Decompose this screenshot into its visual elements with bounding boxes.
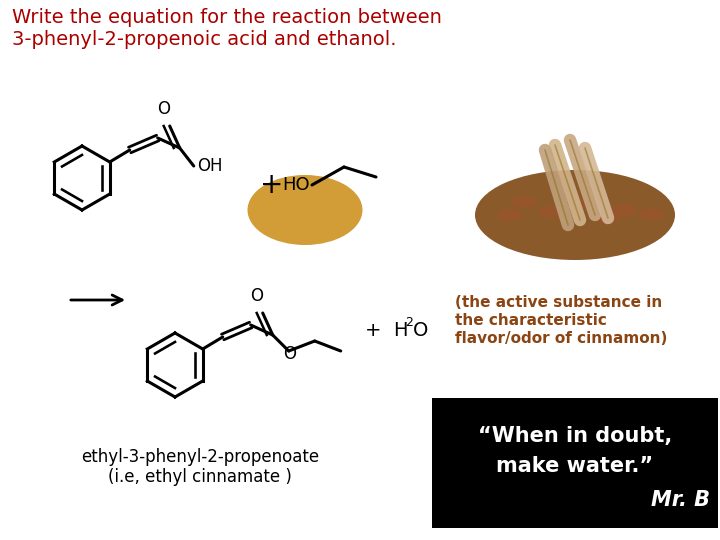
Ellipse shape — [511, 196, 536, 208]
Ellipse shape — [557, 211, 582, 223]
Text: O: O — [157, 100, 170, 118]
Ellipse shape — [575, 197, 600, 209]
Text: 3-phenyl-2-propenoic acid and ethanol.: 3-phenyl-2-propenoic acid and ethanol. — [12, 30, 397, 49]
Text: (i.e, ethyl cinnamate ): (i.e, ethyl cinnamate ) — [108, 468, 292, 486]
Ellipse shape — [538, 206, 562, 218]
Text: O: O — [413, 321, 428, 340]
Text: the characteristic: the characteristic — [455, 313, 607, 328]
FancyBboxPatch shape — [432, 398, 718, 528]
Text: “When in doubt,: “When in doubt, — [478, 426, 672, 446]
Text: O: O — [251, 287, 264, 305]
Text: ethyl-3-phenyl-2-propenoate: ethyl-3-phenyl-2-propenoate — [81, 448, 319, 466]
Text: O: O — [283, 345, 296, 363]
Ellipse shape — [595, 212, 619, 224]
Text: Write the equation for the reaction between: Write the equation for the reaction betw… — [12, 8, 442, 27]
Ellipse shape — [498, 209, 523, 221]
Ellipse shape — [611, 204, 636, 216]
Ellipse shape — [639, 208, 665, 220]
Text: (the active substance in: (the active substance in — [455, 295, 662, 310]
Text: make water.”: make water.” — [496, 456, 654, 476]
Text: +  H: + H — [365, 321, 408, 340]
Text: OH: OH — [197, 157, 222, 175]
Ellipse shape — [248, 175, 362, 245]
Ellipse shape — [475, 170, 675, 260]
Text: flavor/odor of cinnamon): flavor/odor of cinnamon) — [455, 331, 667, 346]
Text: 2: 2 — [405, 315, 413, 328]
Text: HO: HO — [282, 176, 310, 194]
Text: Mr. B: Mr. B — [651, 490, 710, 510]
Text: +: + — [261, 171, 284, 199]
